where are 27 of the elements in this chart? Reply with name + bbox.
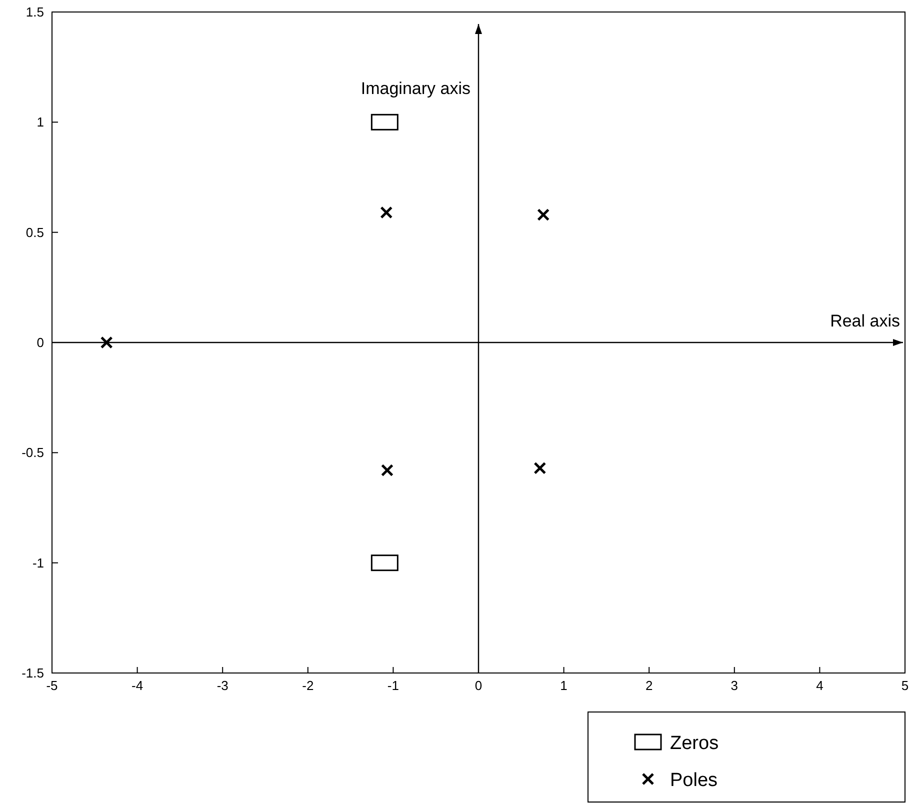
x-tick-label: 4: [816, 678, 824, 693]
y-tick-label: 1.5: [26, 4, 44, 20]
x-tick-label: -4: [132, 678, 144, 693]
y-tick-label: 0: [36, 335, 44, 350]
x-tick-label: -3: [216, 678, 228, 693]
x-tick-label: -1: [387, 678, 399, 693]
x-tick-label: -2: [302, 678, 314, 693]
y-tick-label: -1: [32, 555, 44, 570]
x-tick-label: 1: [560, 678, 568, 693]
point: [537, 208, 550, 221]
x-tick-label: -5: [46, 678, 58, 693]
point: [100, 336, 113, 349]
y-tick-label: 1: [36, 114, 44, 130]
legend-label: Poles: [670, 770, 718, 791]
x-tick-label: 3: [730, 678, 738, 693]
ref-line-label: Imaginary axis: [360, 79, 470, 98]
y-tick-label: -0.5: [22, 445, 44, 460]
x-tick-label: 0: [474, 678, 482, 693]
point: [534, 462, 546, 474]
legend-label: Zeros: [670, 733, 719, 754]
x-tick-label: 5: [901, 678, 909, 693]
point: [380, 206, 393, 219]
y-tick-label: -1.5: [22, 666, 44, 680]
ref-line-label: Real axis: [830, 312, 900, 330]
y-tick-label: 0.5: [26, 224, 44, 240]
point: [380, 464, 394, 477]
x-tick-label: 2: [645, 678, 653, 693]
